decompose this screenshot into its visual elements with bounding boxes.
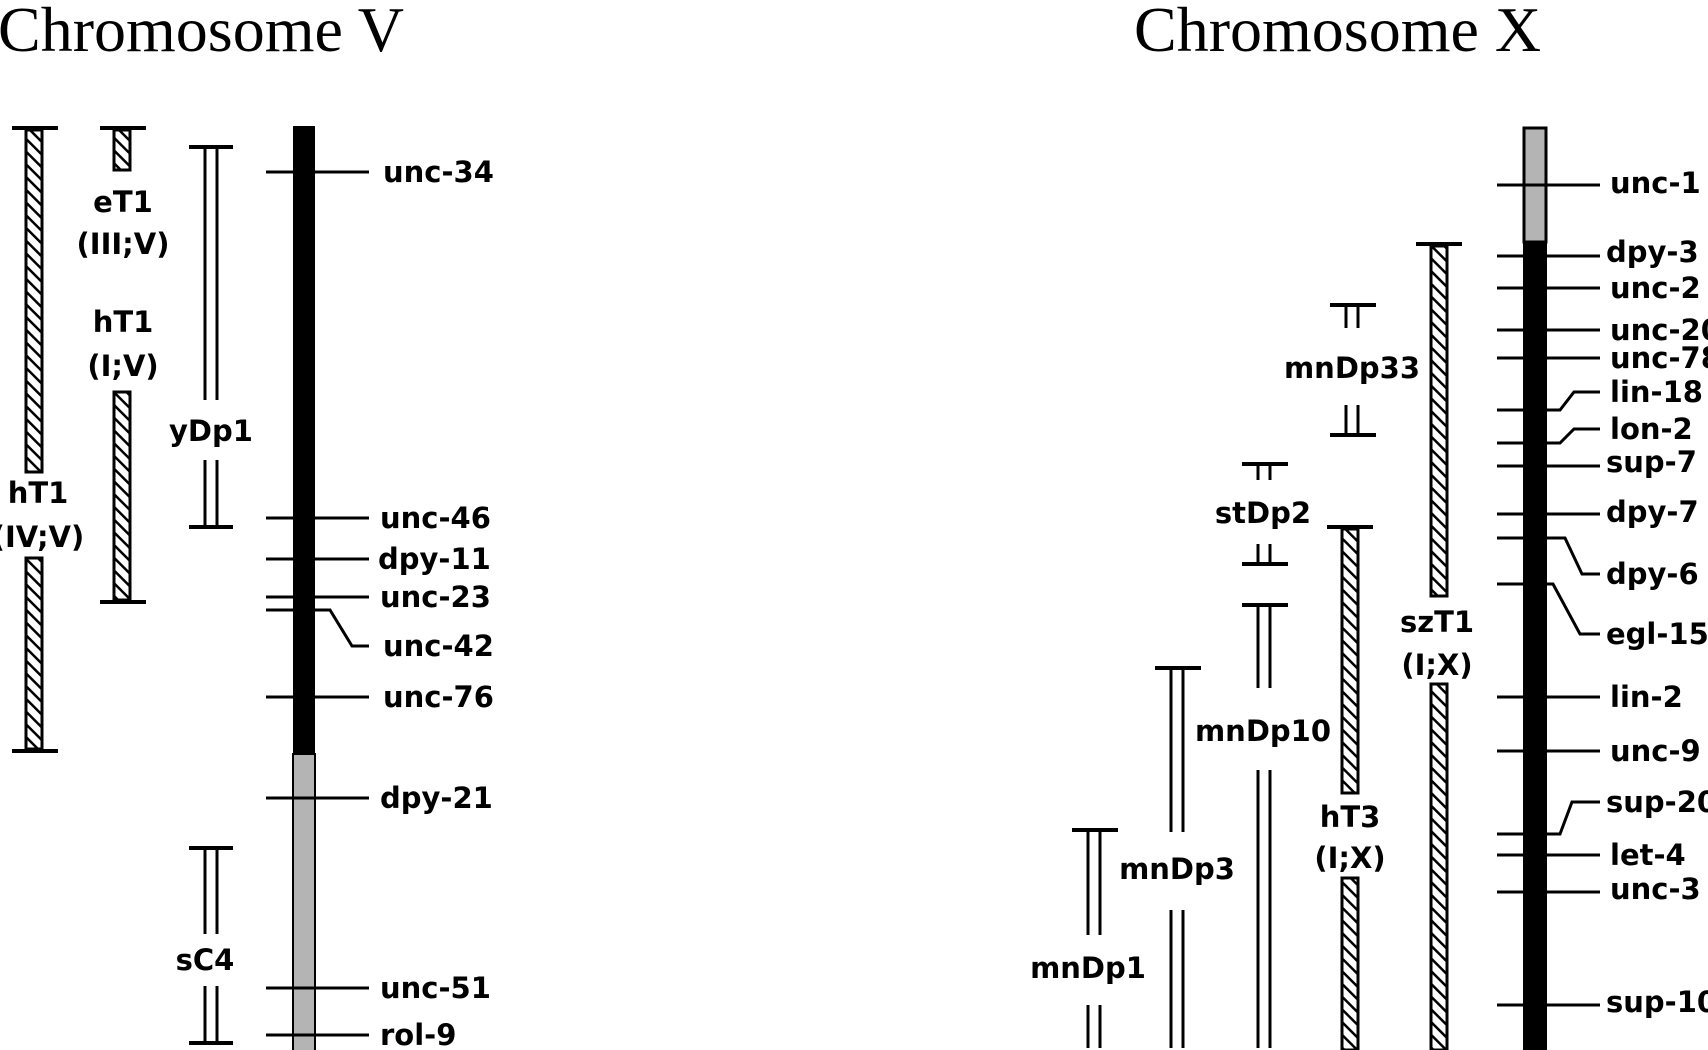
rearrangement-label: mnDp1 bbox=[1030, 951, 1146, 985]
rearrangement-ht1-iv-v: hT1 (IV;V) bbox=[0, 126, 84, 753]
gene-label: sup-7 bbox=[1606, 445, 1697, 479]
rearrangement-label: hT1 bbox=[8, 476, 69, 510]
gene-label: unc-9 bbox=[1610, 734, 1701, 768]
gene-label: unc-34 bbox=[383, 155, 494, 189]
rearrangement-sublabel: (I;V) bbox=[87, 349, 158, 383]
rearrangement-szt1-i-x: szT1 (I;X) bbox=[1400, 242, 1474, 1050]
rearrangement-label: mnDp33 bbox=[1284, 351, 1420, 385]
chromosome-v-title: Chromosome V bbox=[0, 0, 404, 65]
rearrangement-sublabel: (I;X) bbox=[1314, 841, 1385, 875]
rearrangement-ht1-i-v: hT1 (I;V) bbox=[87, 305, 159, 604]
rearrangement-label: yDp1 bbox=[169, 414, 253, 448]
gene-tick-lon-2 bbox=[1497, 427, 1600, 445]
gene-tick-lin-18 bbox=[1497, 390, 1600, 412]
rearrangement-sublabel: (IV;V) bbox=[0, 520, 84, 554]
rearrangement-sublabel: (I;X) bbox=[1401, 648, 1472, 682]
rearrangement-ht3-i-x: hT3 (I;X) bbox=[1314, 525, 1386, 1050]
gene-label: unc-2 bbox=[1610, 271, 1701, 305]
rearrangement-sublabel: (III;V) bbox=[77, 227, 170, 261]
rearrangement-label: szT1 bbox=[1400, 605, 1474, 639]
rearrangement-mndp10: mnDp10 bbox=[1195, 603, 1331, 1048]
gene-label: unc-3 bbox=[1610, 872, 1701, 906]
gene-label: egl-15 bbox=[1606, 617, 1708, 651]
rearrangement-sc4: sC4 bbox=[176, 846, 235, 1045]
rearrangement-stdp2: stDp2 bbox=[1215, 462, 1311, 566]
chromosome-x-gene-labels: unc-1 dpy-3 unc-2 unc-20 unc-78 lin-18 l… bbox=[1606, 166, 1708, 1019]
rearrangement-ydp1: yDp1 bbox=[169, 145, 253, 529]
chromosome-x-body bbox=[1522, 126, 1548, 1050]
gene-label: unc-51 bbox=[380, 971, 491, 1005]
gene-label: dpy-7 bbox=[1606, 495, 1699, 529]
gene-label: lin-2 bbox=[1610, 680, 1683, 714]
gene-label: unc-78 bbox=[1610, 341, 1708, 375]
gene-label: sup-10 bbox=[1606, 985, 1708, 1019]
rearrangement-label: eT1 bbox=[93, 185, 153, 219]
gene-label: unc-46 bbox=[380, 501, 491, 535]
rearrangement-label: hT3 bbox=[1320, 800, 1381, 834]
gene-label: lin-18 bbox=[1610, 375, 1703, 409]
rearrangement-mndp33: mnDp33 bbox=[1284, 303, 1420, 437]
chromosome-x-map: mnDp33 stDp2 mnDp10 mn bbox=[1030, 126, 1708, 1050]
gene-label: unc-1 bbox=[1610, 166, 1701, 200]
gene-label: lon-2 bbox=[1610, 412, 1693, 446]
chromosome-v-gene-ticks bbox=[266, 170, 369, 1037]
rearrangement-mndp3: mnDp3 bbox=[1119, 666, 1235, 1048]
rearrangement-label: hT1 bbox=[93, 305, 154, 339]
chromosome-v-map: hT1 (IV;V) eT1 (III;V) hT1 (I;V) yDp1 bbox=[0, 126, 494, 1050]
chromosome-x-gene-ticks bbox=[1497, 183, 1600, 1007]
gene-label: unc-23 bbox=[380, 580, 491, 614]
gene-label: let-4 bbox=[1610, 838, 1686, 872]
gene-tick-egl-15 bbox=[1497, 582, 1600, 636]
gene-label: sup-20 bbox=[1606, 785, 1708, 819]
gene-tick-sup-20 bbox=[1497, 800, 1600, 836]
rearrangement-mndp1: mnDp1 bbox=[1030, 828, 1146, 1048]
gene-label: dpy-3 bbox=[1606, 235, 1699, 269]
chromosome-v-gene-labels: unc-34 unc-46 dpy-11 unc-23 unc-42 unc-7… bbox=[378, 155, 494, 1050]
rearrangement-label: mnDp10 bbox=[1195, 714, 1331, 748]
gene-label: rol-9 bbox=[380, 1018, 456, 1050]
gene-label: unc-20 bbox=[1610, 313, 1708, 347]
rearrangement-label: stDp2 bbox=[1215, 496, 1311, 530]
gene-label: dpy-11 bbox=[378, 542, 491, 576]
gene-label: dpy-6 bbox=[1606, 557, 1699, 591]
chromosome-v-body bbox=[292, 126, 316, 1050]
gene-tick-unc-42 bbox=[266, 608, 369, 648]
rearrangement-label: mnDp3 bbox=[1119, 852, 1235, 886]
gene-label: unc-76 bbox=[383, 680, 494, 714]
gene-tick-dpy-6 bbox=[1497, 536, 1600, 576]
rearrangement-et1-iii-v: eT1 (III;V) bbox=[77, 126, 170, 261]
gene-label: dpy-21 bbox=[380, 781, 493, 815]
rearrangement-label: sC4 bbox=[176, 943, 235, 977]
gene-label: unc-42 bbox=[383, 629, 494, 663]
chromosome-x-title: Chromosome X bbox=[1134, 0, 1542, 65]
